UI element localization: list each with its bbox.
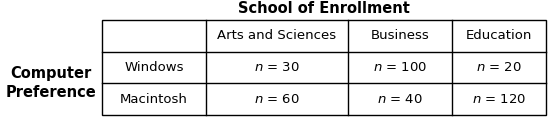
Text: $n$ = 40: $n$ = 40 xyxy=(377,93,423,106)
Text: Windows: Windows xyxy=(124,61,184,74)
Text: $n$ = 60: $n$ = 60 xyxy=(254,93,300,106)
Text: Education: Education xyxy=(466,29,532,42)
Text: Computer: Computer xyxy=(10,66,92,81)
Text: $n$ = 30: $n$ = 30 xyxy=(254,61,300,74)
Text: School of Enrollment: School of Enrollment xyxy=(238,1,410,16)
Text: Business: Business xyxy=(371,29,430,42)
Text: $n$ = 20: $n$ = 20 xyxy=(476,61,522,74)
Text: Macintosh: Macintosh xyxy=(120,93,188,106)
Text: $n$ = 120: $n$ = 120 xyxy=(472,93,526,106)
Text: $n$ = 100: $n$ = 100 xyxy=(373,61,427,74)
Text: Arts and Sciences: Arts and Sciences xyxy=(217,29,337,42)
Text: Preference: Preference xyxy=(6,85,96,100)
